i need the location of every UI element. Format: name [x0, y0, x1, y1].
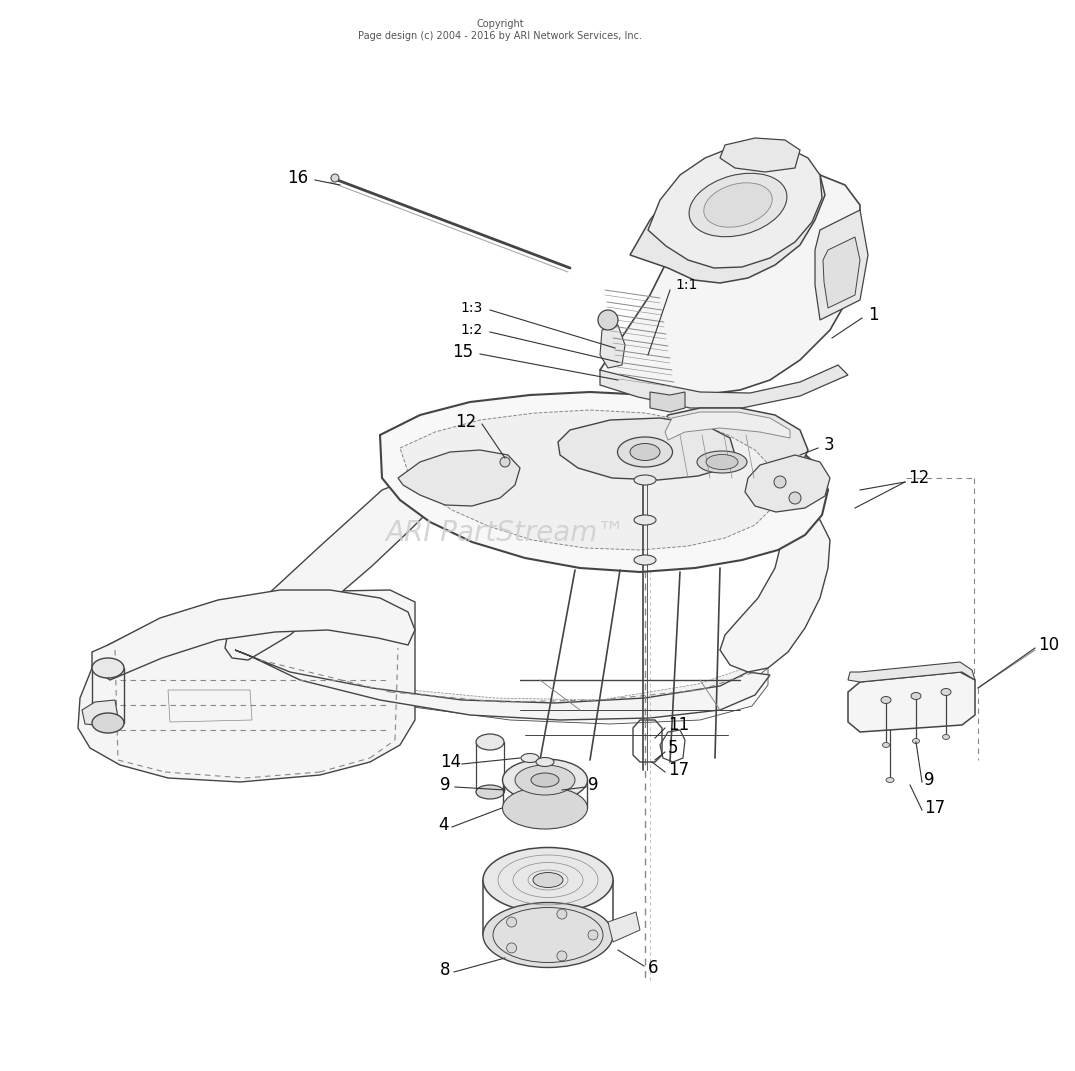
Polygon shape: [648, 145, 822, 268]
Polygon shape: [78, 590, 415, 782]
Ellipse shape: [92, 713, 124, 733]
Circle shape: [557, 909, 567, 919]
Polygon shape: [665, 412, 790, 440]
Ellipse shape: [943, 735, 949, 739]
Circle shape: [331, 174, 339, 182]
Ellipse shape: [502, 759, 588, 801]
Text: 16: 16: [287, 169, 309, 187]
Circle shape: [500, 457, 510, 467]
Polygon shape: [600, 365, 848, 408]
Text: 3: 3: [825, 436, 834, 454]
Polygon shape: [398, 450, 520, 506]
Text: 1:2: 1:2: [460, 323, 483, 337]
Polygon shape: [400, 410, 778, 550]
Ellipse shape: [882, 696, 891, 704]
Text: 1:1: 1:1: [675, 278, 698, 292]
Text: 5: 5: [668, 739, 678, 757]
Ellipse shape: [634, 515, 656, 525]
Polygon shape: [558, 418, 735, 480]
Text: 17: 17: [924, 799, 945, 817]
Polygon shape: [720, 512, 830, 672]
Text: 12: 12: [908, 469, 929, 487]
Polygon shape: [600, 175, 860, 395]
Polygon shape: [248, 648, 760, 720]
Circle shape: [774, 476, 786, 488]
Ellipse shape: [476, 734, 504, 750]
Polygon shape: [815, 210, 868, 320]
Ellipse shape: [533, 873, 563, 888]
Polygon shape: [608, 912, 640, 942]
Polygon shape: [655, 408, 808, 485]
Ellipse shape: [911, 693, 921, 699]
Polygon shape: [379, 392, 828, 572]
Polygon shape: [92, 590, 415, 680]
Circle shape: [557, 951, 567, 961]
Polygon shape: [225, 483, 430, 660]
Polygon shape: [630, 155, 825, 283]
Text: 9: 9: [924, 771, 934, 789]
Polygon shape: [600, 325, 625, 368]
Polygon shape: [745, 455, 830, 512]
Ellipse shape: [704, 183, 772, 227]
Ellipse shape: [617, 437, 673, 467]
Text: 12: 12: [455, 413, 476, 431]
Text: 14: 14: [440, 753, 461, 771]
Circle shape: [506, 942, 517, 953]
Ellipse shape: [483, 903, 613, 967]
Polygon shape: [848, 672, 975, 731]
Polygon shape: [228, 640, 768, 724]
Text: 9: 9: [440, 776, 450, 794]
Ellipse shape: [941, 689, 951, 695]
Ellipse shape: [634, 476, 656, 485]
Text: 6: 6: [648, 959, 659, 977]
Ellipse shape: [476, 785, 504, 799]
Polygon shape: [823, 237, 860, 308]
Circle shape: [789, 492, 801, 504]
Text: Copyright
Page design (c) 2004 - 2016 by ARI Network Services, Inc.: Copyright Page design (c) 2004 - 2016 by…: [358, 19, 642, 41]
Text: 11: 11: [668, 716, 689, 734]
Ellipse shape: [536, 757, 554, 767]
Text: 9: 9: [588, 776, 599, 794]
Text: 17: 17: [668, 761, 689, 779]
Text: 10: 10: [1038, 636, 1059, 654]
Ellipse shape: [697, 451, 747, 473]
Ellipse shape: [630, 443, 660, 461]
Ellipse shape: [483, 847, 613, 912]
Ellipse shape: [515, 765, 575, 795]
Ellipse shape: [706, 454, 739, 469]
Text: 1: 1: [868, 306, 878, 325]
Polygon shape: [848, 662, 975, 682]
Ellipse shape: [521, 754, 539, 763]
Polygon shape: [720, 138, 800, 172]
Ellipse shape: [689, 174, 787, 237]
Polygon shape: [650, 392, 685, 412]
Text: 1:3: 1:3: [460, 301, 483, 315]
Text: ARI PartStream™: ARI PartStream™: [385, 519, 626, 547]
Ellipse shape: [502, 787, 588, 829]
Circle shape: [506, 917, 517, 927]
Ellipse shape: [913, 739, 919, 743]
Polygon shape: [82, 700, 118, 726]
Ellipse shape: [634, 555, 656, 565]
Polygon shape: [235, 650, 770, 720]
Circle shape: [588, 930, 598, 940]
Ellipse shape: [883, 742, 889, 748]
Ellipse shape: [531, 773, 559, 787]
Text: 15: 15: [452, 343, 473, 361]
Text: 4: 4: [438, 816, 448, 834]
Text: 8: 8: [440, 961, 450, 979]
Ellipse shape: [886, 778, 894, 783]
Circle shape: [598, 310, 618, 330]
Ellipse shape: [92, 658, 124, 678]
